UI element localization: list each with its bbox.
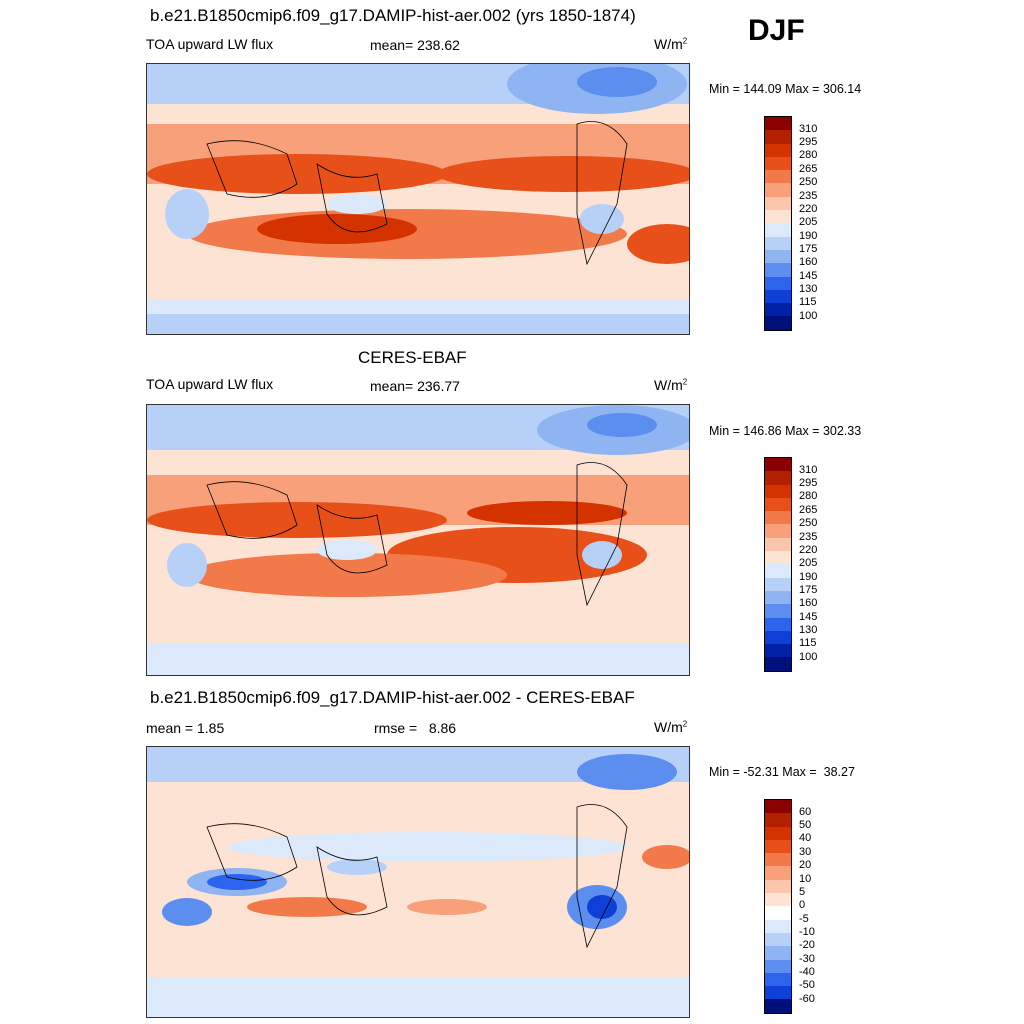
cbar-tick: -20 <box>799 939 815 951</box>
panel-2-mean-label: mean= 236.77 <box>370 378 460 394</box>
panel-3-colorbar <box>764 799 792 1014</box>
cbar-tick: 310 <box>799 464 818 476</box>
cbar-tick: 295 <box>799 477 818 489</box>
cbar-tick: 220 <box>799 203 818 215</box>
cbar-tick: 60 <box>799 806 812 818</box>
panel-2-map <box>146 404 690 676</box>
cbar-tick: 10 <box>799 873 812 885</box>
panel-2-units: W/m2 <box>654 377 688 393</box>
cbar-tick: 190 <box>799 571 818 583</box>
cbar-tick: 30 <box>799 846 812 858</box>
cbar-tick: 205 <box>799 557 818 569</box>
cbar-tick: 0 <box>799 899 806 911</box>
cbar-tick: 175 <box>799 584 818 596</box>
panel-3-map <box>146 746 690 1018</box>
cbar-tick: 310 <box>799 123 818 135</box>
cbar-tick: 160 <box>799 597 818 609</box>
panel-1-mean-label: mean= 238.62 <box>370 37 460 53</box>
cbar-tick: 235 <box>799 531 818 543</box>
season-label: DJF <box>748 14 805 47</box>
cbar-tick: 50 <box>799 819 812 831</box>
panel-1-colorbar <box>764 116 792 331</box>
cbar-tick: 160 <box>799 256 818 268</box>
panel-2-colorbar <box>764 457 792 672</box>
cbar-tick: 115 <box>799 296 817 308</box>
panel-1-units: W/m2 <box>654 36 688 52</box>
cbar-tick: -40 <box>799 966 815 978</box>
cbar-tick: 145 <box>799 270 818 282</box>
panel-3-units: W/m2 <box>654 719 688 735</box>
cbar-tick: -30 <box>799 953 815 965</box>
cbar-tick: -60 <box>799 993 815 1005</box>
cbar-tick: 20 <box>799 859 812 871</box>
panel-2-variable-label: TOA upward LW flux <box>146 376 274 392</box>
cbar-tick: -10 <box>799 926 815 938</box>
cbar-tick: -50 <box>799 979 815 991</box>
cbar-tick: 295 <box>799 136 818 148</box>
cbar-tick: 5 <box>799 886 806 898</box>
cbar-tick: 190 <box>799 230 818 242</box>
cbar-tick: 235 <box>799 190 818 202</box>
panel-2-minmax: Min = 146.86 Max = 302.33 <box>709 424 862 438</box>
cbar-tick: 175 <box>799 243 818 255</box>
cbar-tick: 100 <box>799 310 818 322</box>
panel-2-title: CERES-EBAF <box>358 348 467 367</box>
panel-3-minmax: Min = -52.31 Max = 38.27 <box>709 765 855 779</box>
cbar-tick: 280 <box>799 490 818 502</box>
cbar-tick: 280 <box>799 149 818 161</box>
cbar-tick: 100 <box>799 651 818 663</box>
cbar-tick: 130 <box>799 283 818 295</box>
cbar-tick: 145 <box>799 611 818 623</box>
panel-1-minmax: Min = 144.09 Max = 306.14 <box>709 82 862 96</box>
cbar-tick: 115 <box>799 637 817 649</box>
panel-1-variable-label: TOA upward LW flux <box>146 36 274 52</box>
cbar-tick: 40 <box>799 832 812 844</box>
panel-3-rmse-label: rmse = 8.86 <box>374 720 457 736</box>
cbar-tick: 250 <box>799 517 818 529</box>
cbar-tick: 205 <box>799 216 818 228</box>
panel-3-title: b.e21.B1850cmip6.f09_g17.DAMIP-hist-aer.… <box>150 688 635 707</box>
cbar-tick: 265 <box>799 163 818 175</box>
cbar-tick: -5 <box>799 913 809 925</box>
panel-1-map <box>146 63 690 335</box>
cbar-tick: 220 <box>799 544 818 556</box>
cbar-tick: 265 <box>799 504 818 516</box>
cbar-tick: 250 <box>799 176 818 188</box>
panel-1-title: b.e21.B1850cmip6.f09_g17.DAMIP-hist-aer.… <box>150 6 636 25</box>
panel-3-mean-label: mean = 1.85 <box>146 720 225 736</box>
cbar-tick: 130 <box>799 624 818 636</box>
